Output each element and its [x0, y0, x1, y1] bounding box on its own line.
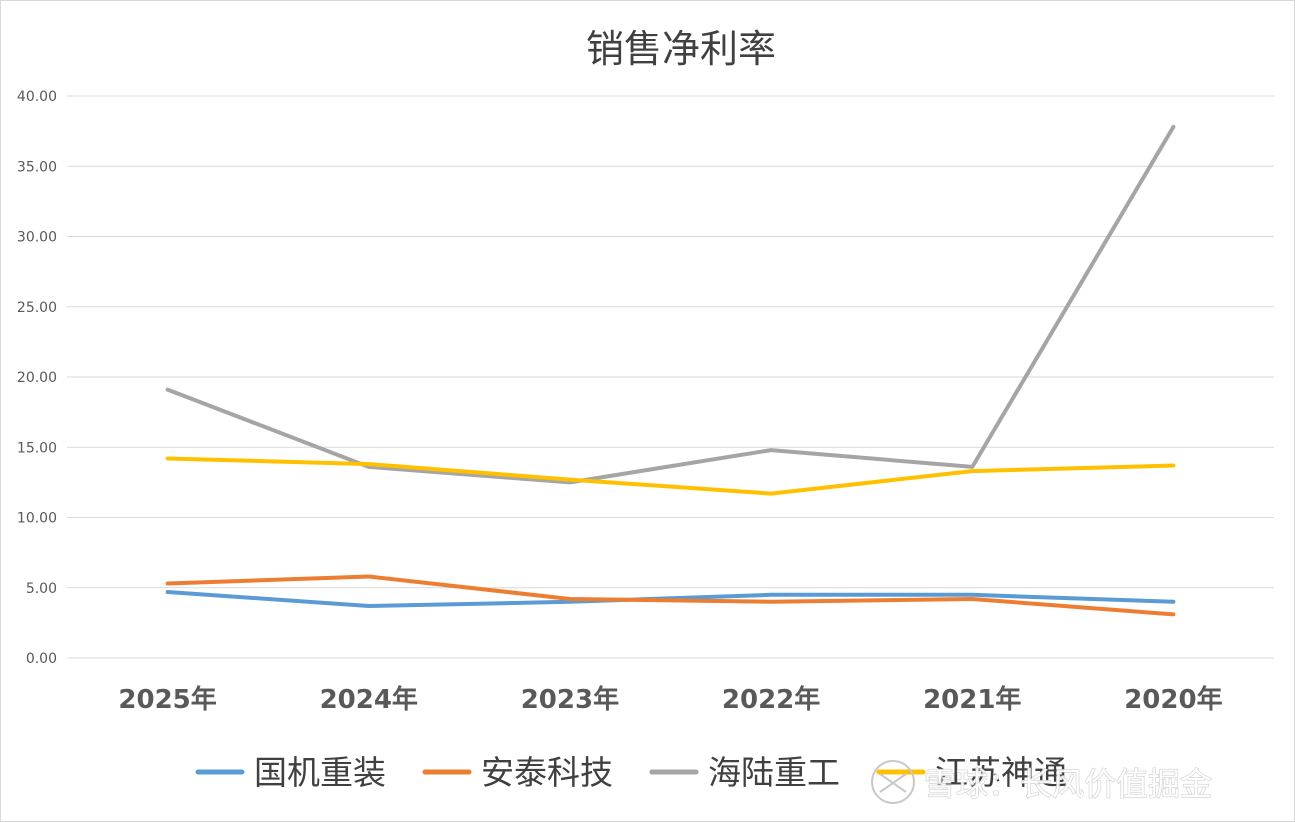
- x-tick-label: 2021年: [923, 684, 1021, 715]
- x-tick-label: 2020年: [1124, 684, 1222, 715]
- y-tick-label: 30.00: [17, 230, 57, 246]
- x-tick-label: 2023年: [521, 684, 619, 715]
- series-line-2: [165, 574, 1176, 617]
- y-tick-label: 20.00: [17, 370, 57, 386]
- x-axis-ticks: 2025年 2024年 2023年 2022年 2021年 2020年: [118, 684, 1222, 715]
- y-tick-label: 10.00: [17, 511, 57, 527]
- legend-label: 海陆重工: [708, 753, 840, 792]
- legend: 国机重装 安泰科技 海陆重工 江苏神通: [195, 753, 1067, 792]
- legend-label: 安泰科技: [481, 753, 613, 792]
- series-line-1: [165, 590, 1176, 608]
- series-layer: [165, 124, 1176, 617]
- grid-layer: [67, 95, 1274, 659]
- y-tick-label: 40.00: [17, 89, 57, 105]
- y-tick-label: 25.00: [17, 300, 57, 316]
- x-tick-label: 2022年: [722, 684, 820, 715]
- watermark-text: 雪球：长风价值掘金: [924, 765, 1212, 803]
- y-axis-ticks: 0.00 5.00 10.00 15.00 20.00 25.00 30.00 35.00 40…: [17, 89, 57, 667]
- legend-label: 江苏神通: [935, 753, 1067, 792]
- chart-title: 销售净利率: [586, 27, 776, 71]
- legend-label: 国机重装: [254, 753, 386, 792]
- y-tick-label: 0.00: [26, 651, 57, 667]
- x-tick-label: 2025年: [118, 684, 216, 715]
- x-tick-label: 2024年: [320, 684, 418, 715]
- watermark: 雪球：长风价值掘金: [871, 760, 1213, 804]
- y-tick-label: 15.00: [17, 440, 57, 456]
- y-tick-label: 5.00: [26, 581, 57, 597]
- series-line-4: [165, 456, 1176, 496]
- series-line-3: [165, 124, 1176, 485]
- y-tick-label: 35.00: [17, 159, 57, 175]
- snowball-logo-icon: [871, 760, 915, 804]
